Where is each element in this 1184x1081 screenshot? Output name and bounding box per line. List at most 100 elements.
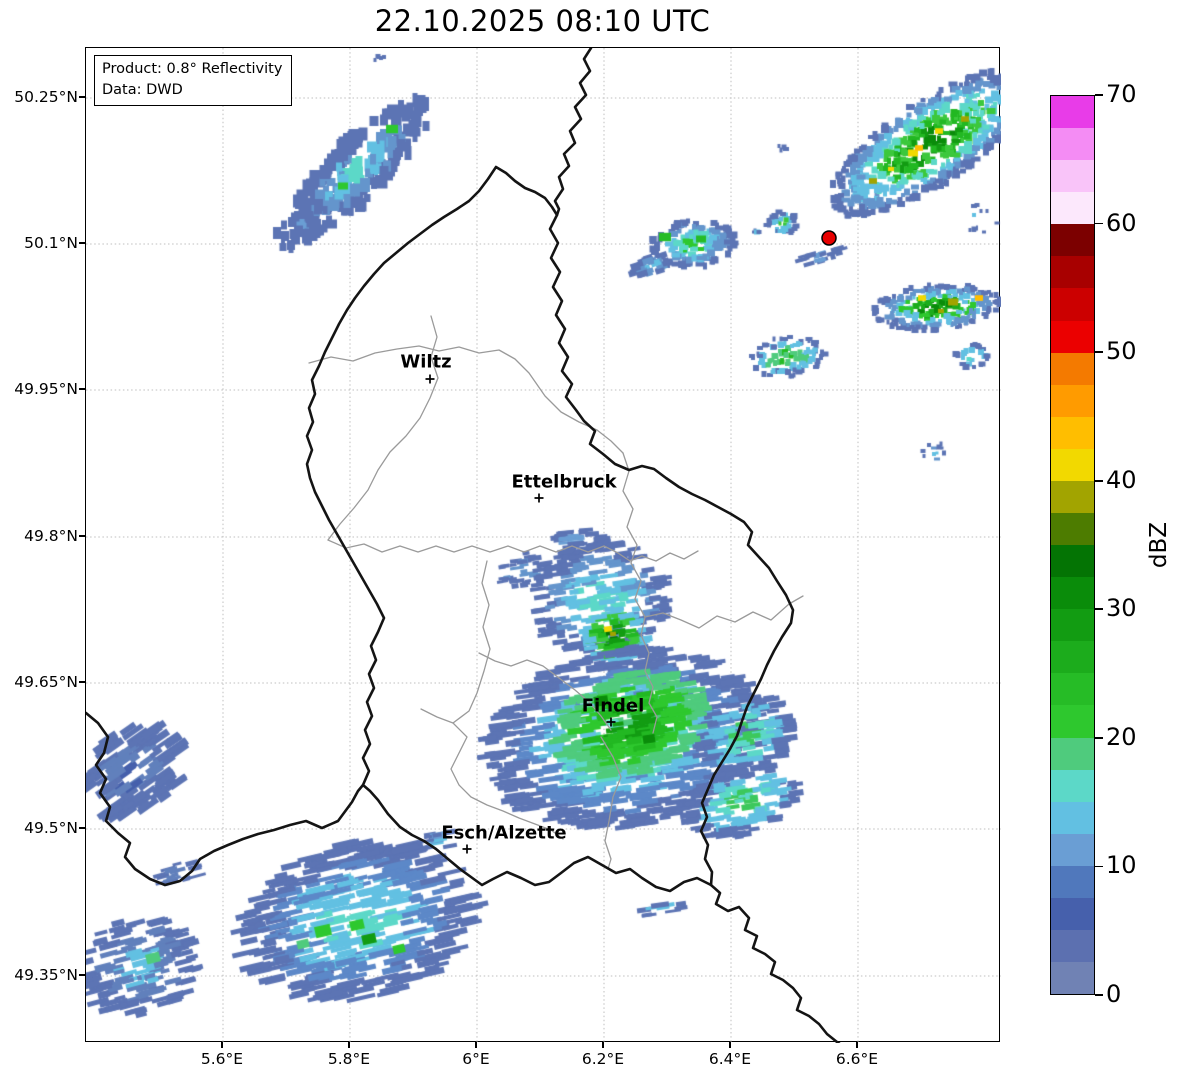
colorbar-tick-label: 60	[1106, 208, 1137, 237]
y-axis-tick	[79, 827, 85, 829]
colorbar-segment	[1051, 865, 1094, 898]
colorbar-segment	[1051, 224, 1094, 257]
colorbar-tick	[1095, 222, 1103, 225]
product-info-line1: Product: 0.8° Reflectivity	[102, 61, 283, 77]
colorbar-segment	[1051, 737, 1094, 770]
colorbar-segment	[1051, 801, 1094, 834]
colorbar-segment	[1051, 769, 1094, 802]
country-border	[86, 711, 365, 887]
y-axis-tick	[79, 535, 85, 537]
colorbar-tick-label: 10	[1106, 851, 1137, 880]
y-axis-tick	[79, 974, 85, 976]
colorbar-tick-label: 0	[1106, 979, 1122, 1008]
colorbar-segment	[1051, 480, 1094, 514]
y-axis-tick-label: 50.1°N	[24, 234, 78, 252]
district-border	[600, 736, 622, 870]
district-border	[450, 560, 564, 840]
colorbar-tick-label: 40	[1106, 465, 1137, 494]
colorbar-segment	[1051, 448, 1094, 481]
y-axis-tick	[79, 681, 85, 683]
district-border	[478, 652, 612, 731]
radar-site-dot	[821, 230, 837, 246]
product-info-line2: Data: DWD	[102, 81, 183, 98]
colorbar-segment	[1051, 384, 1094, 417]
x-axis-tick	[221, 1042, 223, 1048]
colorbar-tick	[1095, 994, 1103, 996]
y-axis-tick-label: 50.25°N	[14, 88, 78, 106]
country-border	[305, 165, 795, 893]
colorbar-tick	[1095, 94, 1103, 96]
x-axis-tick-label: 6.6°E	[835, 1050, 879, 1068]
city-label: Wiltz	[400, 351, 452, 373]
x-axis-tick-label: 6.4°E	[708, 1050, 752, 1068]
colorbar-segment	[1051, 577, 1094, 610]
x-axis-tick-label: 5.6°E	[200, 1050, 244, 1068]
district-border	[327, 315, 439, 541]
district-border	[622, 452, 658, 734]
page-title: 22.10.2025 08:10 UTC	[374, 4, 711, 38]
x-axis-tick-label: 5.8°E	[327, 1050, 371, 1068]
colorbar-segment	[1051, 160, 1094, 193]
city-label: Findel	[581, 695, 645, 717]
x-axis-tick	[602, 1042, 604, 1048]
x-axis-tick	[348, 1042, 350, 1048]
colorbar-segment	[1051, 705, 1094, 738]
colorbar-tick-label: 50	[1106, 337, 1137, 366]
city-label: Esch/Alzette	[441, 822, 567, 844]
border-layer	[86, 48, 841, 1043]
colorbar-tick	[1095, 351, 1103, 353]
x-axis-tick-label: 6°E	[462, 1050, 490, 1068]
x-axis-tick	[729, 1042, 731, 1048]
city-label: Ettelbruck	[511, 471, 617, 493]
colorbar-segment	[1051, 513, 1094, 546]
colorbar-tick	[1095, 608, 1103, 611]
x-axis-tick-label: 6.2°E	[581, 1050, 625, 1068]
y-axis-tick-label: 49.35°N	[14, 966, 78, 984]
colorbar-segment	[1051, 128, 1094, 161]
district-border	[644, 595, 804, 629]
district-border	[308, 345, 624, 454]
y-axis-tick-label: 49.95°N	[14, 380, 78, 398]
district-border	[327, 539, 699, 562]
colorbar-segment	[1051, 96, 1094, 129]
colorbar-segment	[1051, 192, 1094, 225]
colorbar-segment	[1051, 930, 1094, 963]
colorbar-tick-label: 30	[1106, 594, 1137, 623]
y-axis-tick	[79, 96, 85, 98]
map-plot-area: Product: 0.8° Reflectivity Data: DWD Wil…	[85, 47, 1001, 1043]
y-axis-tick	[79, 388, 85, 390]
colorbar-axis-label: dBZ	[1146, 521, 1172, 569]
district-border	[420, 708, 454, 724]
city-marker-icon	[425, 374, 435, 384]
product-info-box: Product: 0.8° Reflectivity Data: DWD	[94, 55, 293, 107]
country-border	[709, 883, 841, 1043]
y-axis-tick	[79, 242, 85, 244]
colorbar-tick-label: 70	[1106, 79, 1137, 108]
colorbar-segment	[1051, 609, 1094, 642]
country-border	[553, 48, 593, 217]
colorbar-tick	[1095, 737, 1103, 739]
city-marker-icon	[462, 844, 472, 854]
y-axis-tick-label: 49.8°N	[24, 527, 78, 545]
colorbar-segment	[1051, 545, 1094, 578]
colorbar-segment	[1051, 673, 1094, 706]
colorbar-segment	[1051, 641, 1094, 674]
city-marker-icon	[534, 493, 544, 503]
colorbar-segment	[1051, 416, 1094, 449]
colorbar-segment	[1051, 897, 1094, 931]
radar-echo-layer	[86, 48, 1001, 1043]
y-axis-tick-label: 49.5°N	[24, 819, 78, 837]
colorbar-segment	[1051, 288, 1094, 321]
colorbar-segment	[1051, 962, 1094, 995]
colorbar-segment	[1051, 352, 1094, 385]
colorbar-segment	[1051, 833, 1094, 866]
y-axis-tick-label: 49.65°N	[14, 673, 78, 691]
x-axis-tick	[856, 1042, 858, 1048]
colorbar-segment	[1051, 256, 1094, 289]
colorbar-tick-label: 20	[1106, 722, 1137, 751]
city-marker-icon	[606, 717, 616, 727]
colorbar-tick	[1095, 479, 1103, 482]
colorbar-segment	[1051, 320, 1094, 353]
colorbar-tick	[1095, 865, 1103, 868]
